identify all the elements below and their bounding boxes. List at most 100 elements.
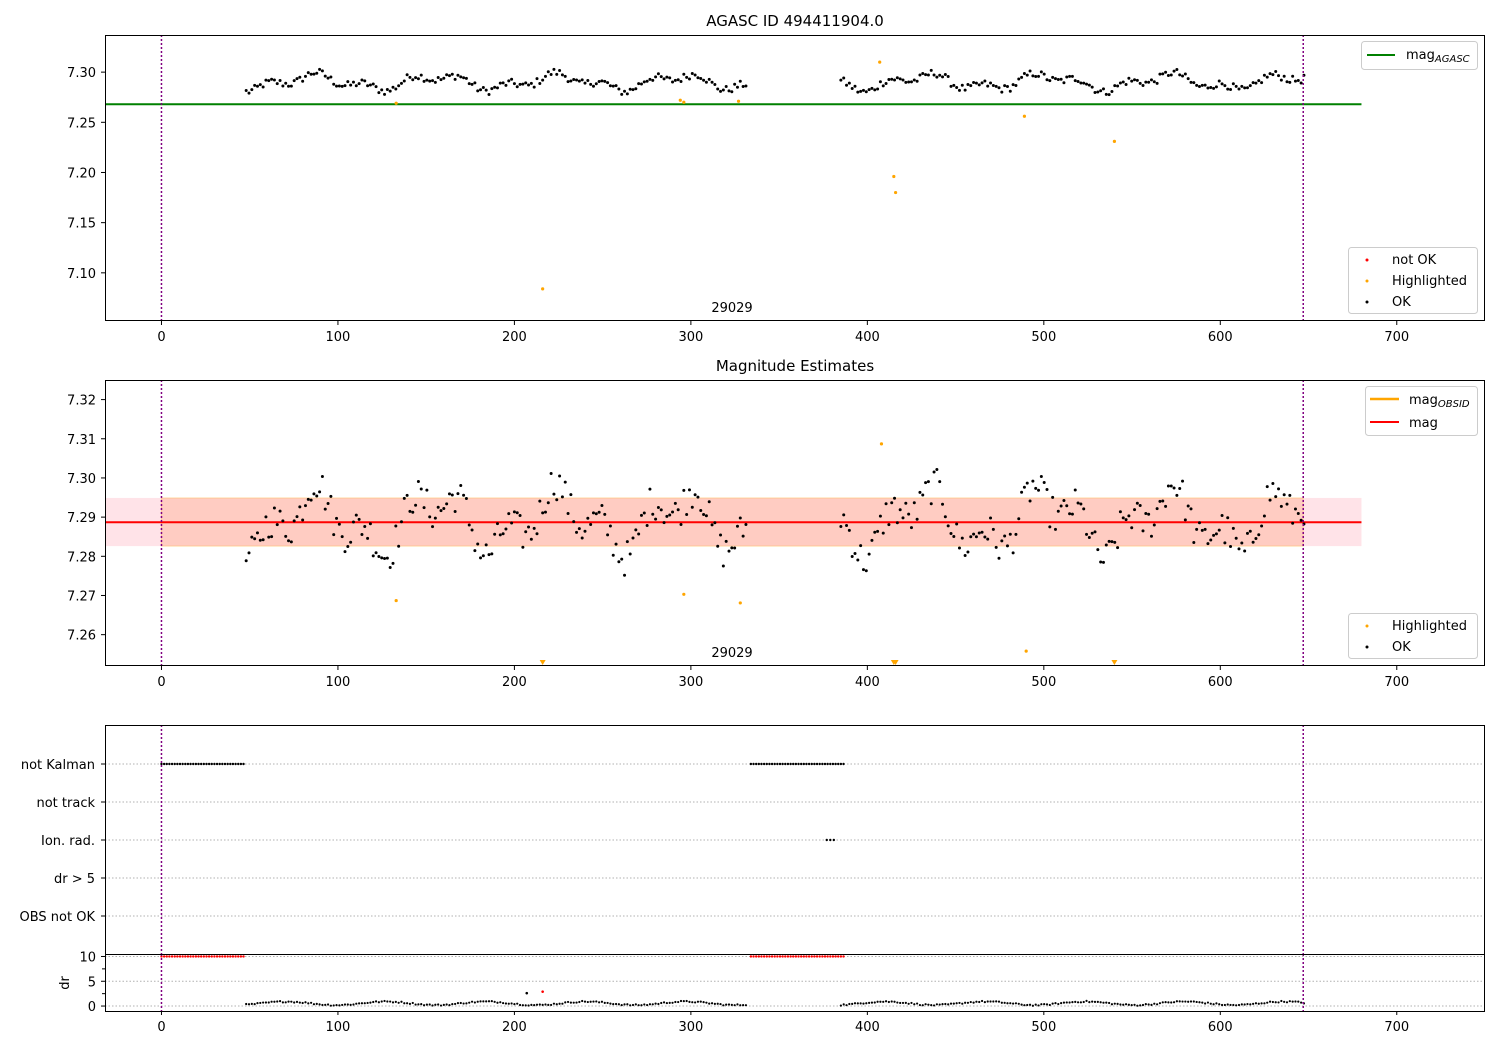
agasc-ok-point [1274, 69, 1278, 73]
dr-point [617, 1003, 620, 1006]
agasc-ok-point [459, 75, 463, 79]
agasc-ok-point [527, 83, 531, 87]
agasc-ok-point [1214, 85, 1218, 89]
agasc-ok-point [639, 82, 643, 86]
agasc-ok-point [318, 67, 322, 71]
dr-clipped-point [189, 955, 192, 958]
agasc-ok-point [391, 85, 395, 89]
magnitude-ok-point [538, 499, 542, 503]
magnitude-ok-point [563, 480, 567, 484]
not-kalman-point [226, 762, 229, 766]
magnitude-ok-point [713, 521, 717, 525]
magnitude-ok-point [1039, 474, 1043, 478]
dr-point [1189, 1000, 1193, 1003]
agasc-ok-point [337, 84, 341, 88]
agasc-ok-point [960, 83, 964, 87]
dr-point [521, 1004, 524, 1007]
magnitude-ok-point [521, 545, 525, 549]
magnitude-ytick-label: 7.28 [67, 550, 96, 565]
agasc-legend-mag: mag [1406, 48, 1435, 63]
dr-point [530, 1003, 533, 1006]
dr-clipped-point [810, 955, 813, 958]
magnitude-ok-point [354, 513, 358, 517]
agasc-ok-point [620, 92, 624, 96]
not-kalman-point [184, 762, 187, 766]
magnitude-ok-point [1042, 481, 1046, 485]
agasc-ok-point [730, 90, 734, 94]
agasc-ok-point [394, 87, 398, 91]
dr-outlier-point [525, 991, 529, 995]
agasc-ok-point [549, 72, 553, 76]
dr-point [1249, 1003, 1252, 1006]
dr-point [1240, 1003, 1243, 1006]
magnitude-ok-point [884, 502, 888, 506]
magnitude-ok-point [532, 526, 536, 530]
agasc-ok-point [275, 82, 279, 86]
magnitude-ok-point [1070, 512, 1074, 516]
dr-point [276, 1000, 279, 1003]
dr-point [499, 1001, 502, 1004]
dr-point [504, 1002, 508, 1005]
agasc-ok-point [1138, 81, 1142, 85]
dr-point [868, 1001, 871, 1004]
not-kalman-point [168, 762, 171, 766]
dr-point [363, 1002, 366, 1005]
dr-point [1280, 999, 1283, 1003]
dr-point [1212, 1003, 1215, 1006]
not-kalman-point [215, 762, 219, 766]
magnitude-ok-point [676, 508, 680, 512]
dr-point [1206, 1001, 1210, 1004]
agasc-ok-point [1251, 81, 1255, 85]
dr-point [377, 1001, 380, 1004]
agasc-ok-point [1085, 82, 1089, 86]
dr-clipped-point [199, 955, 203, 958]
dr-point [1096, 1000, 1099, 1003]
dr-point [719, 1002, 722, 1006]
dr-point [1274, 1001, 1277, 1004]
magnitude-ok-point [1096, 548, 1100, 552]
agasc-ok-point [1070, 74, 1074, 78]
agasc-ok-point [744, 84, 748, 88]
agasc-ok-point [839, 78, 843, 82]
agasc-ok-point [261, 85, 265, 89]
agasc-ok-point [1130, 79, 1134, 83]
dr-clipped-point [805, 955, 808, 958]
magnitude-ok-point [543, 510, 547, 514]
agasc-ok-point [1113, 84, 1117, 88]
dr-point [924, 1003, 927, 1006]
magnitude-ok-point [898, 508, 902, 512]
magnitude-ok-point [1093, 530, 1097, 534]
magnitude-highlighted-point [682, 592, 686, 596]
agasc-panel-title: AGASC ID 494411904.0 [706, 12, 884, 30]
magnitude-ok-point [1296, 512, 1300, 516]
dr-point [606, 1001, 609, 1005]
dr-point [1156, 1003, 1159, 1006]
dr-point [1102, 1001, 1105, 1004]
magnitude-ok-point [1169, 484, 1173, 488]
agasc-ok-point [1257, 79, 1261, 83]
magnitude-ok-point [270, 535, 274, 539]
dr-point [502, 1001, 505, 1005]
magnitude-ok-point [597, 510, 601, 514]
magnitude-ok-point [1031, 479, 1035, 483]
agasc-panel: AGASC ID 494411904.0 29029 0 100 200 300 400… [67, 12, 1485, 345]
dr-point [533, 1004, 536, 1007]
agasc-ok-point [1217, 79, 1221, 83]
dr-clipped-point [784, 955, 787, 958]
dr-point [555, 1003, 558, 1006]
agasc-ok-point [244, 89, 248, 93]
agasc-ok-point [464, 76, 468, 80]
magnitude-xtick-label: 700 [1384, 675, 1409, 690]
magnitude-ok-point [337, 522, 341, 526]
magnitude-ok-point [1034, 486, 1038, 490]
magnitude-panel-title: Magnitude Estimates [716, 357, 874, 375]
agasc-ok-point [1268, 72, 1272, 76]
agasc-ok-point [558, 68, 562, 72]
dr-point [1130, 1004, 1133, 1007]
not-kalman-point [754, 762, 758, 766]
agasc-ok-point [470, 82, 474, 86]
dr-point [1285, 1001, 1289, 1004]
magnitude-ok-point [861, 568, 865, 572]
dr-clipped-point [778, 955, 782, 958]
dr-clipped-point [223, 955, 227, 958]
